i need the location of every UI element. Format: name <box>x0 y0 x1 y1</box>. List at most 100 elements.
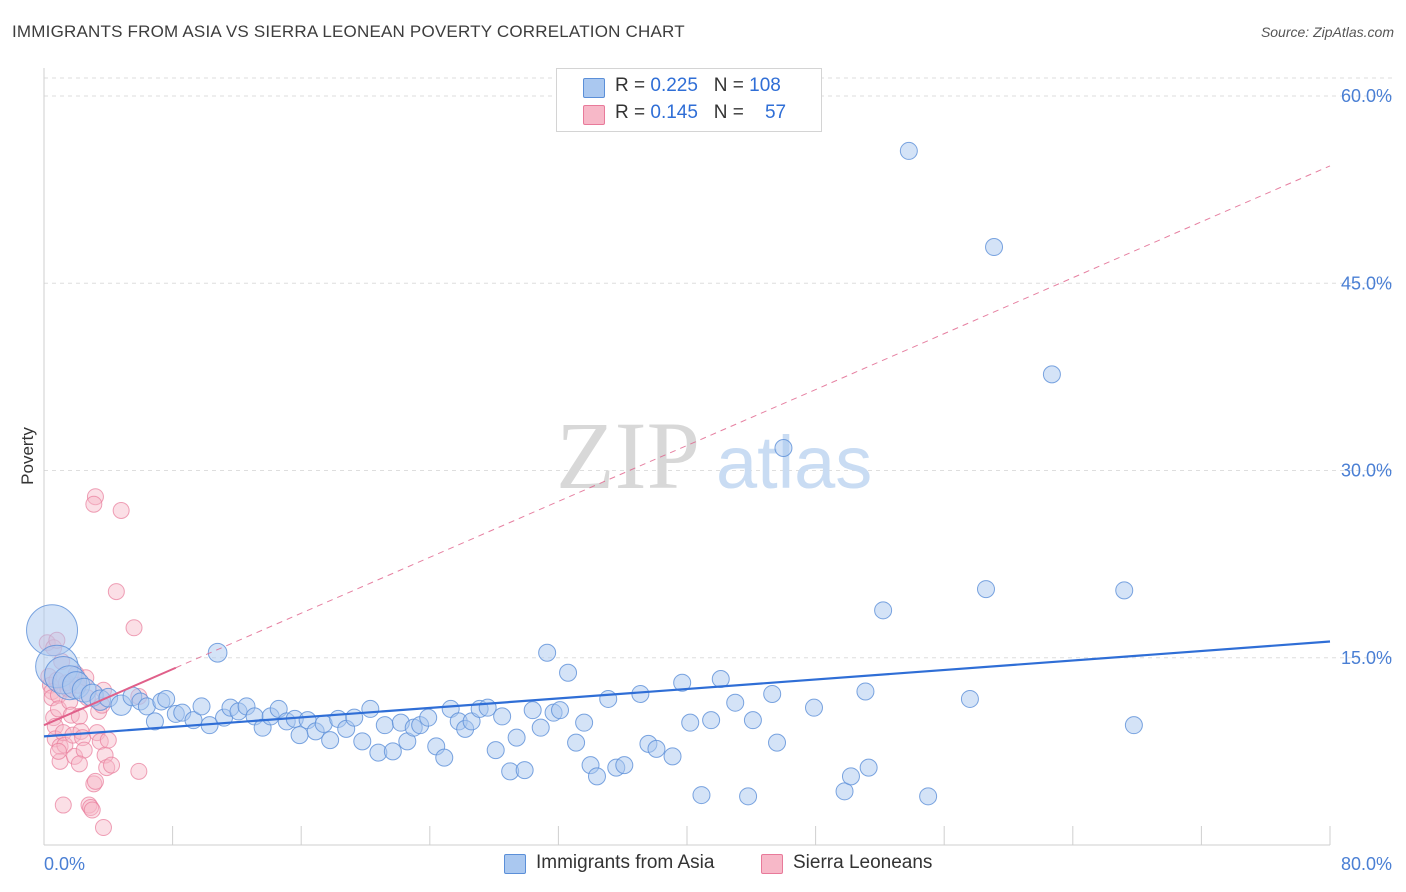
chart-title: IMMIGRANTS FROM ASIA VS SIERRA LEONEAN P… <box>12 22 685 41</box>
n-label: N = <box>713 75 750 96</box>
asia-point <box>599 689 618 708</box>
asia-point <box>985 238 1004 257</box>
asia-point <box>567 733 586 752</box>
asia-point <box>1115 581 1134 600</box>
asia-trend-line <box>43 640 1331 738</box>
asia-point <box>145 712 164 731</box>
asia-point <box>559 663 578 682</box>
correlation-legend: R = 0.225 N = 108 R = 0.145 N = 57 <box>556 68 822 132</box>
asia-point <box>726 693 745 712</box>
r-label: R = <box>615 75 651 96</box>
asia-point <box>856 682 875 701</box>
asia-point <box>192 697 211 716</box>
asia-point <box>874 601 893 620</box>
n-label: N = <box>713 102 750 123</box>
y-axis-label: Poverty <box>18 427 37 485</box>
sierra-leonean-point <box>85 495 103 513</box>
asia-point <box>419 708 438 727</box>
y-tick-label: 60.0% <box>1341 86 1392 106</box>
legend-label-sierra: Sierra Leoneans <box>793 852 933 873</box>
asia-point <box>1124 716 1143 735</box>
asia-point <box>768 733 787 752</box>
asia-point <box>375 716 394 735</box>
sierra-leonean-point <box>82 799 100 817</box>
asia-point <box>739 787 758 806</box>
sierra-leonean-point <box>98 759 116 777</box>
legend-stats-asia: R = 0.225 N = 108 <box>615 75 781 97</box>
asia-point <box>673 673 692 692</box>
asia-point <box>157 689 176 708</box>
asia-point <box>711 669 730 688</box>
asia-point <box>663 747 682 766</box>
sierra-leonean-point <box>80 796 98 814</box>
axes <box>43 68 1331 846</box>
legend-swatch-sierra <box>583 105 605 125</box>
asia-point <box>743 711 762 730</box>
asia-point <box>383 742 402 761</box>
asia-point <box>681 713 700 732</box>
sierra-leonean-point <box>70 755 88 773</box>
r-value-asia: 0.225 <box>650 75 698 96</box>
asia-point <box>207 642 228 663</box>
asia-point <box>493 707 512 726</box>
x-tick-label: 0.0% <box>44 854 85 874</box>
sierra-leonean-point <box>75 741 93 759</box>
r-label: R = <box>615 102 651 123</box>
sierra-leonean-point <box>112 501 130 519</box>
sierra-leonean-point <box>103 756 121 774</box>
asia-point <box>702 711 721 730</box>
sierra-leonean-point <box>85 775 103 793</box>
x-tick-labels: 0.0% 80.0% <box>44 854 1392 874</box>
asia-point <box>960 689 979 708</box>
n-value-asia: 108 <box>749 75 781 96</box>
asia-point <box>804 698 823 717</box>
legend-swatch-sierra <box>761 854 783 874</box>
asia-point <box>345 708 364 727</box>
asia-point <box>575 713 594 732</box>
y-tick-label: 30.0% <box>1341 461 1392 481</box>
asia-point <box>692 786 711 805</box>
sierra-trend-line <box>43 666 177 727</box>
x-tick-label: 80.0% <box>1341 854 1392 874</box>
asia-point <box>435 748 454 767</box>
sierra-leonean-point <box>86 772 104 790</box>
asia-point <box>538 643 557 662</box>
asia-point <box>899 141 918 160</box>
y-tick-label: 45.0% <box>1341 273 1392 293</box>
asia-point <box>531 718 550 737</box>
legend-label-asia: Immigrants from Asia <box>536 852 715 873</box>
asia-point <box>774 439 793 458</box>
legend-stats-sierra: R = 0.145 N = 57 <box>615 102 786 124</box>
asia-point <box>615 756 634 775</box>
y-tick-label: 15.0% <box>1341 648 1392 668</box>
legend-swatch-asia <box>583 78 605 98</box>
watermark-zip: ZIP <box>556 402 700 509</box>
sierra-leonean-point <box>107 583 125 601</box>
asia-point <box>486 741 505 760</box>
sierra-leonean-point <box>99 731 117 749</box>
sierra-trend-line-dashed <box>175 165 1331 669</box>
asia-point <box>647 739 666 758</box>
asia-point <box>290 726 309 745</box>
sierra-leonean-point <box>83 801 101 819</box>
asia-point <box>551 701 570 720</box>
r-value-sierra: 0.145 <box>650 102 698 123</box>
source-credit: Source: ZipAtlas.com <box>1260 24 1394 40</box>
sierra-leonean-point <box>54 796 72 814</box>
asia-point <box>523 701 542 720</box>
sierra-leonean-point <box>49 742 67 760</box>
legend-swatch-asia <box>504 854 526 874</box>
asia-point <box>835 782 854 801</box>
asia-point <box>919 787 938 806</box>
sierra-leonean-point <box>130 762 148 780</box>
asia-point <box>1042 365 1061 384</box>
asia-point <box>515 761 534 780</box>
watermark-atlas: atlas <box>716 421 872 504</box>
asia-point <box>321 731 340 750</box>
sierra-leonean-point <box>94 819 112 837</box>
asia-point <box>361 699 380 718</box>
asia-point <box>353 732 372 751</box>
asia-point <box>631 684 650 703</box>
sierra-leonean-point <box>125 619 143 637</box>
